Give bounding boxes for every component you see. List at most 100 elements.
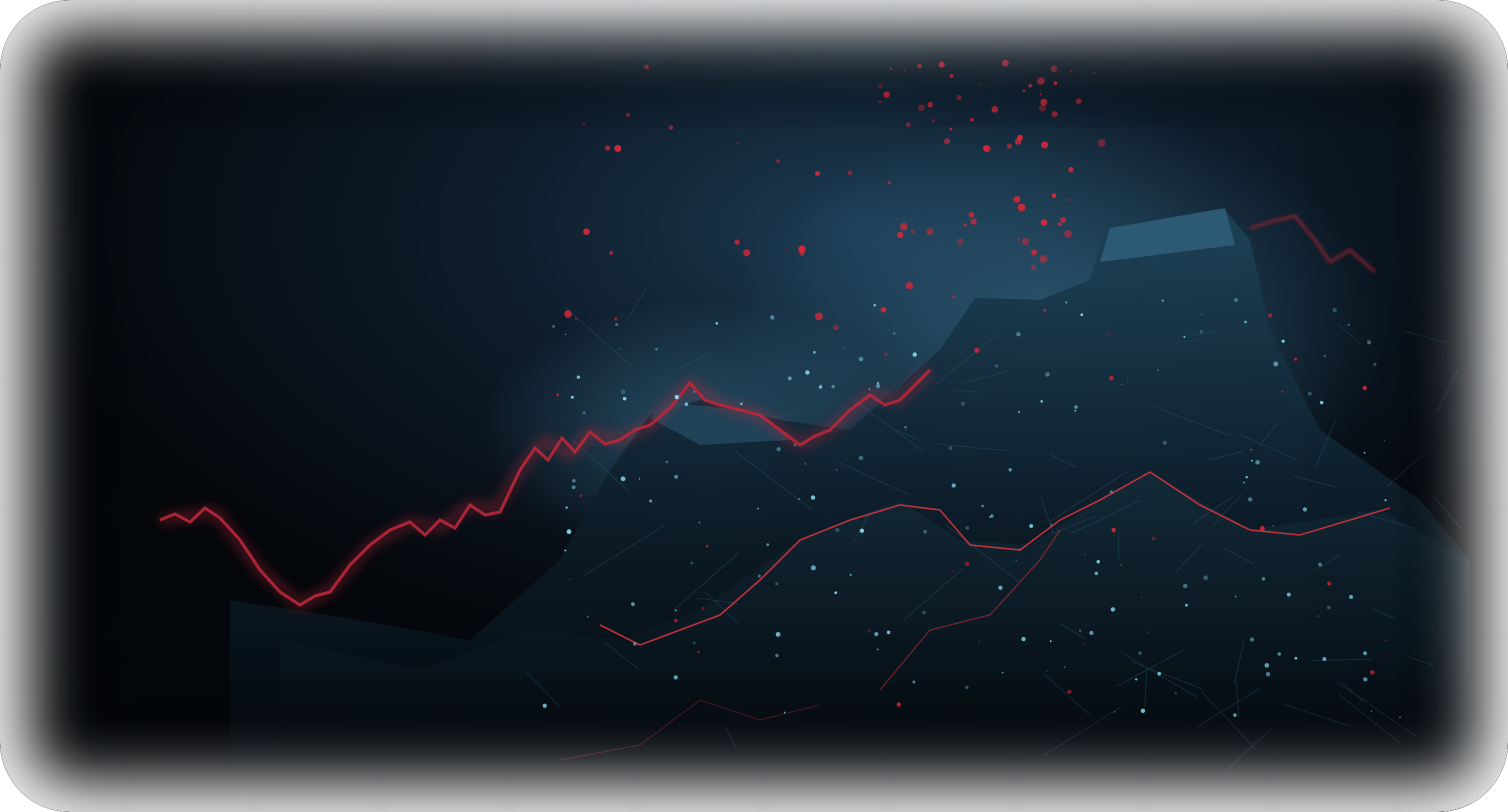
sparkle-particle xyxy=(995,364,999,368)
sparkle-particle xyxy=(818,385,823,389)
sparkle-particle xyxy=(649,499,653,503)
red-particle xyxy=(880,307,887,313)
mesh-line xyxy=(1188,330,1221,337)
red-particle xyxy=(574,317,578,321)
sparkle-particle xyxy=(896,702,901,707)
sparkle-particle xyxy=(631,602,635,607)
red-particle xyxy=(1039,93,1042,96)
cyan-particles xyxy=(542,298,1401,719)
sparkle-particle xyxy=(757,574,761,578)
sparkle-particle xyxy=(1063,666,1066,668)
lower-red-line-2 xyxy=(879,529,1061,691)
red-particle xyxy=(1017,203,1026,212)
red-particle xyxy=(905,122,911,127)
sparkle-particle xyxy=(873,303,877,307)
sparkle-particle xyxy=(556,393,559,397)
mesh-line xyxy=(673,352,711,371)
sparkle-particle xyxy=(876,382,880,385)
red-particle xyxy=(1028,83,1033,88)
sparkle-particle xyxy=(1029,524,1034,528)
sparkle-particle xyxy=(858,356,864,362)
sparkle-particle xyxy=(1203,575,1209,581)
sparkle-particle xyxy=(1120,564,1122,567)
sparkle-particle xyxy=(1075,574,1077,576)
sparkle-particle xyxy=(1273,361,1279,367)
red-particle xyxy=(1057,222,1062,227)
sparkle-particle xyxy=(951,483,956,488)
sparkle-particle xyxy=(834,591,838,595)
mesh-line xyxy=(1206,451,1243,462)
mesh-line xyxy=(937,443,1008,452)
mesh-line xyxy=(1386,456,1421,487)
mesh-line xyxy=(1214,728,1271,781)
sparkle-particle xyxy=(571,485,576,490)
red-particle xyxy=(1097,139,1106,147)
red-particle xyxy=(1006,143,1012,149)
sparkle-particle xyxy=(810,565,816,571)
mesh-line xyxy=(935,333,999,385)
sparkle-particle xyxy=(692,641,696,645)
mesh-line xyxy=(1144,668,1148,709)
sparkle-particle xyxy=(674,619,678,623)
red-particle xyxy=(814,171,820,177)
sparkle-particle xyxy=(1294,656,1298,660)
mesh-line xyxy=(563,306,631,366)
red-particle xyxy=(668,125,674,130)
sparkle-particle xyxy=(1349,594,1354,599)
sparkle-particle xyxy=(1089,630,1094,635)
sparkle-particle xyxy=(673,675,678,680)
front-terrain xyxy=(280,472,1470,812)
red-particle xyxy=(582,122,586,126)
red-particle xyxy=(1030,264,1037,271)
sparkle-particle xyxy=(965,526,970,530)
sparkle-particle xyxy=(904,425,907,429)
sparkle-particle xyxy=(615,323,619,327)
sparkle-particle xyxy=(1327,581,1332,586)
red-particle xyxy=(878,100,882,104)
sparkle-particle xyxy=(868,388,871,390)
sparkle-particle xyxy=(674,394,680,400)
red-particle xyxy=(931,119,935,123)
mesh-line xyxy=(1072,499,1141,534)
mesh-line xyxy=(945,524,1019,582)
sparkle-particle xyxy=(981,504,984,508)
mesh-line xyxy=(1283,704,1350,727)
sparkle-particle xyxy=(876,648,879,651)
mesh-line xyxy=(1436,369,1459,413)
sparkle-particle xyxy=(1108,375,1114,381)
red-particle xyxy=(1053,81,1058,85)
red-particle xyxy=(1051,111,1058,118)
sparkle-particle xyxy=(843,347,845,349)
red-particle xyxy=(970,118,974,122)
mesh-line xyxy=(1201,691,1258,751)
sparkle-particle xyxy=(922,610,926,615)
sparkle-particle xyxy=(1015,559,1017,561)
mesh-line xyxy=(904,568,963,620)
mesh-line xyxy=(1116,649,1184,687)
sparkle-particle xyxy=(570,395,574,399)
red-particle xyxy=(1038,104,1047,112)
sparkle-particle xyxy=(1008,468,1012,472)
sparkle-particle xyxy=(1001,671,1004,674)
sparkle-particle xyxy=(893,332,896,335)
mesh-line xyxy=(1117,536,1120,560)
sparkle-particle xyxy=(674,474,679,479)
sparkle-particle xyxy=(1138,651,1142,655)
red-particle xyxy=(832,324,839,331)
red-particle xyxy=(1013,196,1021,203)
sparkle-particle xyxy=(849,524,851,526)
sparkle-particle xyxy=(912,352,917,357)
sparkle-particle xyxy=(1110,607,1116,612)
mesh-line xyxy=(1315,418,1337,467)
sparkle-particle xyxy=(1294,357,1298,361)
sparkle-particle xyxy=(1261,577,1266,581)
sparkle-particle xyxy=(579,494,583,498)
red-particle xyxy=(970,218,977,225)
sparkle-particle xyxy=(965,685,969,690)
red-particle xyxy=(982,145,989,152)
sparkle-particle xyxy=(1045,372,1050,377)
sparkle-particle xyxy=(1067,689,1072,695)
sparkle-particle xyxy=(1373,362,1377,366)
mesh-line xyxy=(747,413,795,422)
